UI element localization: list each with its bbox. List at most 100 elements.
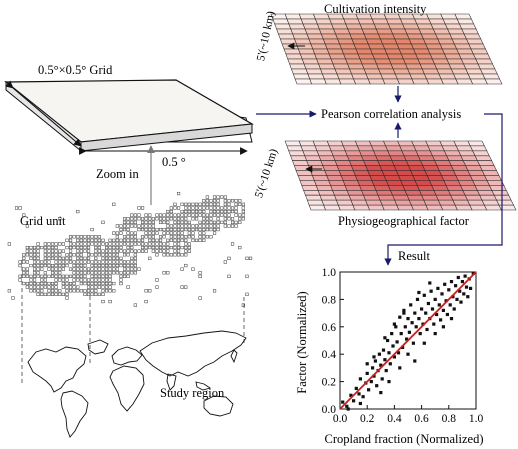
physio-cell (472, 150, 490, 157)
grid-unit-cell (205, 202, 209, 206)
grid-unit-cell (119, 227, 123, 232)
grid-unit-cell (230, 199, 235, 203)
physio-cell (427, 145, 445, 152)
physio-cell (411, 140, 429, 147)
grid-unit-cell (112, 256, 116, 260)
physio-cell (381, 204, 400, 211)
physio-cell (479, 194, 498, 201)
cultivation-cell (456, 18, 475, 25)
cultivation-cell (320, 33, 339, 40)
cultivation-cell (320, 68, 338, 75)
cultivation-cell (440, 78, 459, 85)
data-point (354, 386, 358, 390)
cultivation-cell (374, 58, 392, 65)
grid-dimension-arrow (5, 80, 82, 147)
cultivation-cell (386, 53, 404, 60)
grid-unit-cell (238, 220, 242, 224)
physio-cell (437, 199, 456, 206)
grid-unit-cell (104, 245, 109, 250)
grid-unit-cell (191, 235, 195, 239)
grid-unit-cell (169, 238, 173, 242)
data-point (399, 332, 403, 336)
grid-unit-cell (86, 235, 91, 239)
data-point (441, 325, 445, 329)
grid-unit-cell (176, 213, 181, 217)
grid-unit-cell (101, 263, 105, 268)
grid-unit-cell (36, 263, 40, 268)
physio-cell (332, 190, 350, 196)
cultivation-cell (439, 43, 458, 50)
cultivation-cell (321, 73, 340, 80)
grid-unit-cell (169, 253, 173, 257)
grid-unit-cell (22, 213, 26, 217)
grid-unit-cell (166, 245, 170, 250)
physio-cell (405, 160, 424, 166)
grid-unit-cell (112, 271, 116, 275)
grid-unit-cell (198, 224, 202, 228)
grid-unit-cell (58, 271, 62, 275)
grid-unit-cell (22, 253, 26, 257)
cultivation-cell (334, 68, 353, 75)
grid-unit-cell (36, 292, 40, 296)
grid-unit-cell (216, 209, 220, 214)
grid-unit-cell (144, 220, 148, 224)
grid-unit-cell (230, 220, 235, 224)
cultivation-cell (463, 33, 482, 40)
physio-cell (417, 155, 436, 161)
grid-unit-cell (180, 220, 184, 224)
data-point (379, 391, 383, 395)
cultivation-cell (482, 73, 501, 80)
grid-unit-cell (198, 209, 202, 214)
grid-unit-cell (43, 260, 47, 264)
grid-unit-cell (61, 292, 65, 296)
cultivation-cell (423, 38, 441, 45)
cultivation-cell (411, 78, 430, 85)
grid-unit-cell (198, 296, 202, 300)
grid-unit-cell (169, 209, 173, 214)
grid-unit-cell (227, 213, 231, 217)
grid-unit-cell (94, 292, 98, 296)
data-point (381, 348, 386, 352)
grid-unit-cell (68, 256, 73, 260)
grid-unit-cell (65, 285, 69, 289)
grid-unit-cell (72, 245, 76, 250)
grid-unit-cell (65, 263, 69, 268)
data-point (448, 303, 452, 307)
grid-unit-cell (47, 256, 51, 260)
physio-cell (297, 175, 315, 181)
physio-cell (350, 199, 369, 206)
grid-unit-cell (151, 231, 155, 235)
grid-unit-cell (83, 274, 87, 278)
grid-unit-cell (50, 249, 55, 253)
grid-unit-cell (180, 209, 184, 214)
physio-cell (336, 165, 354, 171)
physio-cell (450, 194, 468, 201)
physio-cell (472, 180, 490, 186)
cultivation-cell (450, 68, 469, 75)
cultivation-cell (448, 63, 467, 70)
grid-unit-cell (79, 281, 83, 286)
data-point (369, 380, 373, 384)
grid-unit-cell (234, 202, 238, 206)
cultivation-cell (287, 58, 305, 65)
grid-unit-cell (234, 213, 238, 217)
grid-unit-cell (18, 263, 22, 268)
grid-unit-cell (202, 199, 206, 203)
physio-cell (368, 140, 387, 147)
cultivation-cell (425, 43, 443, 50)
grid-unit-cell (133, 217, 137, 221)
grid-unit-cell (108, 249, 112, 253)
grid-unit-cell (101, 256, 105, 260)
data-point (410, 321, 414, 325)
grid-unit-cell (108, 245, 112, 250)
cultivation-cell (363, 68, 382, 75)
grid-unit-cell (83, 267, 87, 271)
cultivation-cell (392, 33, 410, 40)
grid-unit-cell (97, 249, 101, 253)
data-point (471, 271, 475, 275)
grid-unit-cell (176, 231, 181, 235)
grid-unit-cell (187, 235, 191, 239)
grid-unit-cell (97, 245, 101, 250)
cultivation-cell (392, 68, 411, 75)
grid-unit-cell (184, 202, 188, 206)
